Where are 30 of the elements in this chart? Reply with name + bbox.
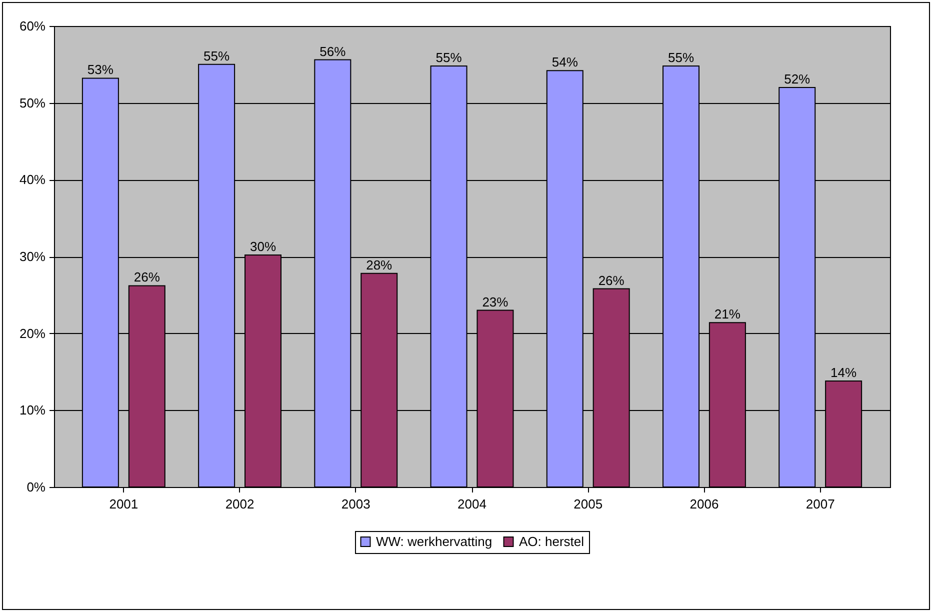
data-label: 26% bbox=[598, 272, 625, 288]
legend-label: WW: werkhervatting bbox=[376, 534, 492, 549]
y-tick-label: 30% bbox=[19, 249, 46, 264]
y-tick-label: 40% bbox=[19, 172, 46, 188]
data-label: 14% bbox=[830, 364, 857, 380]
data-label: 28% bbox=[366, 257, 393, 272]
x-tick-label: 2007 bbox=[806, 496, 835, 512]
y-tick-label: 50% bbox=[19, 95, 46, 110]
data-label: 30% bbox=[250, 238, 276, 254]
x-tick-label: 2006 bbox=[690, 496, 719, 512]
data-label: 54% bbox=[552, 54, 578, 70]
x-tick-label: 2002 bbox=[225, 496, 254, 512]
data-label: 52% bbox=[784, 71, 811, 86]
data-label: 53% bbox=[87, 62, 114, 78]
y-tick-label: 20% bbox=[19, 326, 46, 341]
data-label: 56% bbox=[320, 44, 346, 59]
data-label: 23% bbox=[482, 294, 509, 310]
y-tick-label: 0% bbox=[26, 480, 46, 494]
y-tick-label: 10% bbox=[19, 402, 46, 418]
data-label: 55% bbox=[668, 50, 694, 65]
data-label: 55% bbox=[204, 48, 230, 64]
x-tick-label: 2004 bbox=[458, 496, 486, 512]
data-label: 26% bbox=[134, 270, 160, 285]
legend-label: AO: herstel bbox=[519, 534, 584, 549]
x-tick-label: 2001 bbox=[109, 496, 138, 512]
data-label: 21% bbox=[714, 306, 741, 322]
x-tick-label: 2005 bbox=[574, 496, 603, 512]
data-label: 55% bbox=[436, 50, 462, 65]
x-tick-label: 2003 bbox=[341, 496, 370, 512]
y-tick-label: 60% bbox=[19, 18, 46, 34]
